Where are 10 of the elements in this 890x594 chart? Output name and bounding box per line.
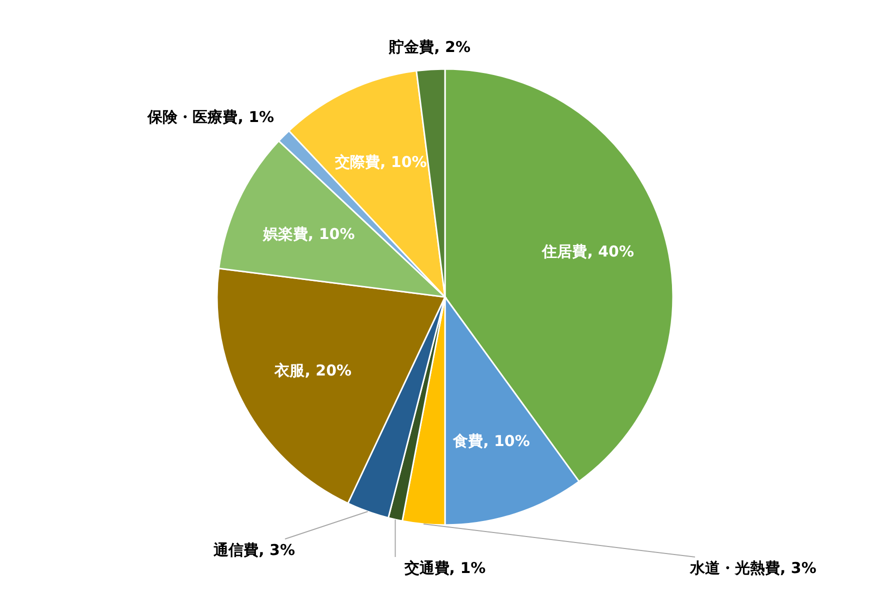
slice-label: 食費, 10% [452,432,530,450]
slice-label: 貯金費, 2% [388,38,471,56]
slice-label: 交通費, 1% [403,559,486,577]
slice-label: 交際費, 10% [334,152,427,171]
slice-label: 通信費, 3% [212,541,295,559]
slice-label: 水道・光熱費, 3% [689,559,816,577]
slice-label: 住居費, 40% [541,242,634,260]
slice-label: 衣服, 20% [274,361,352,380]
slice-label: 娯楽費, 10% [262,224,355,243]
slice-label: 保険・医療費, 1% [146,108,274,126]
